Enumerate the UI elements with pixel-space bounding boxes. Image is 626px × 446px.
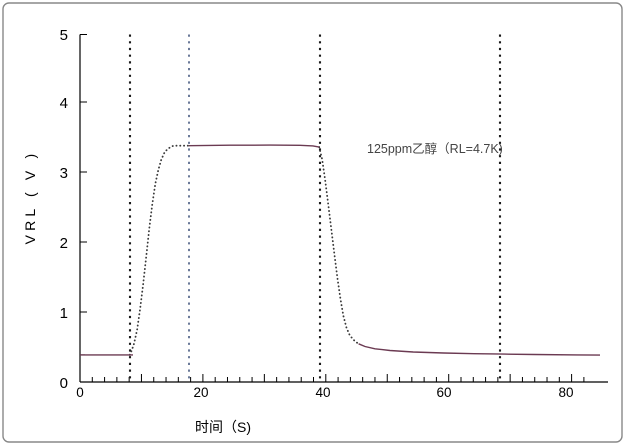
svg-text:VRL ( V ): VRL ( V )	[22, 150, 38, 245]
svg-text:60: 60	[436, 385, 451, 400]
svg-text:3: 3	[60, 165, 68, 182]
svg-text:20: 20	[193, 385, 208, 400]
svg-text:0: 0	[76, 385, 84, 400]
svg-text:时间（S): 时间（S)	[195, 419, 251, 435]
svg-text:0: 0	[60, 375, 68, 392]
svg-text:2: 2	[60, 235, 68, 252]
svg-text:40: 40	[315, 385, 330, 400]
svg-text:1: 1	[60, 305, 68, 322]
svg-text:80: 80	[558, 385, 573, 400]
svg-text:4: 4	[60, 95, 68, 112]
svg-text:5: 5	[60, 27, 68, 44]
svg-text:125ppm乙醇（RL=4.7K): 125ppm乙醇（RL=4.7K)	[367, 141, 503, 156]
